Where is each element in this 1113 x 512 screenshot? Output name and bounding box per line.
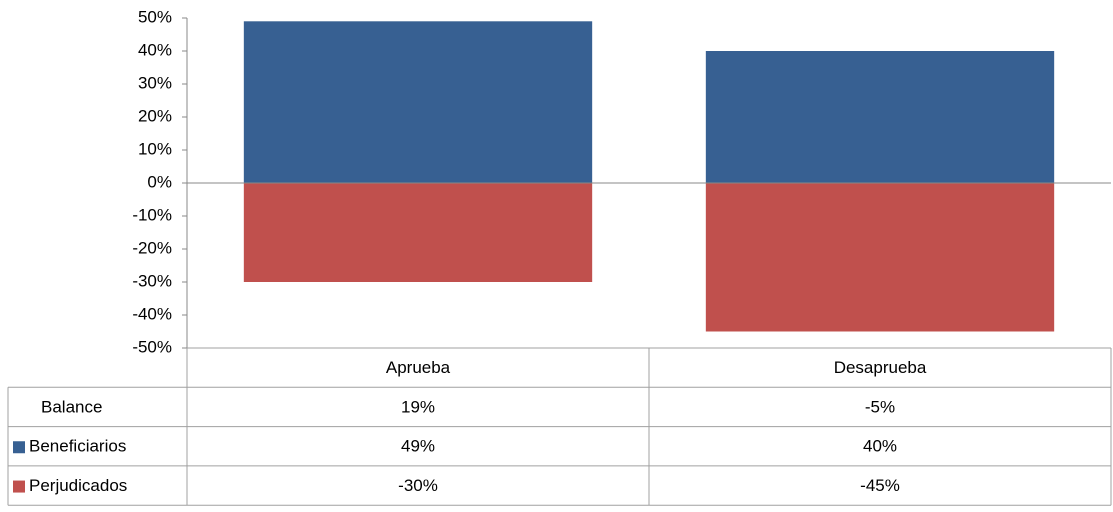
legend-label: Balance <box>41 397 102 416</box>
legend-label: Beneficiarios <box>29 437 126 456</box>
table-value: -30% <box>398 476 438 495</box>
bar <box>705 183 1055 332</box>
bar <box>705 51 1055 183</box>
legend-swatch <box>13 480 25 493</box>
y-tick-label: -10% <box>132 205 172 224</box>
table-value: 49% <box>401 437 435 456</box>
x-tick-label: Aprueba <box>386 358 451 377</box>
y-tick-label: -30% <box>132 271 172 290</box>
legend-label: Perjudicados <box>29 476 127 495</box>
legend-swatch <box>13 441 25 454</box>
table-value: -45% <box>860 476 900 495</box>
y-tick-label: 30% <box>138 73 172 92</box>
x-tick-label: Desaprueba <box>834 358 927 377</box>
table-value: -5% <box>865 397 895 416</box>
y-tick-label: 40% <box>138 40 172 59</box>
y-tick-label: 20% <box>138 106 172 125</box>
table-value: 40% <box>863 437 897 456</box>
y-tick-label: -50% <box>132 337 172 356</box>
bar <box>243 21 593 183</box>
table-value: 19% <box>401 397 435 416</box>
y-tick-label: 10% <box>138 139 172 158</box>
y-tick-label: -40% <box>132 304 172 323</box>
y-tick-label: 0% <box>147 172 172 191</box>
y-tick-label: 50% <box>138 7 172 26</box>
bar <box>243 183 593 282</box>
y-tick-label: -20% <box>132 238 172 257</box>
